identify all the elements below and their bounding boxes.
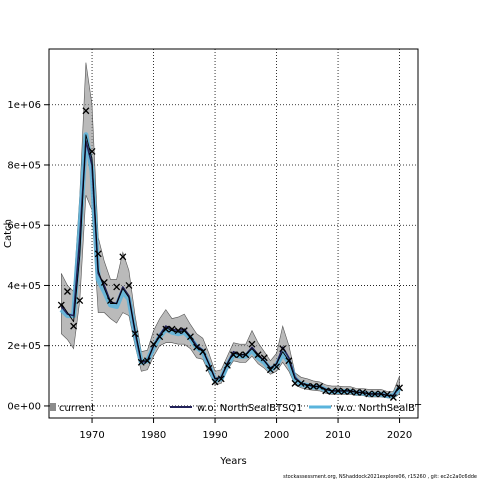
observed-point	[353, 388, 360, 396]
grid-lines	[49, 49, 418, 418]
observed-point	[236, 351, 244, 359]
observed-point	[113, 283, 121, 291]
band-current	[61, 62, 400, 399]
plot-frame	[48, 48, 419, 419]
observed-point	[57, 301, 65, 309]
observed-point	[328, 388, 336, 395]
x-tick-label: 2020	[387, 430, 412, 441]
y-tick-label: 2e+05	[7, 341, 41, 352]
observed-point	[383, 391, 391, 398]
x-tick-label: 1990	[202, 430, 227, 441]
observed-point	[143, 357, 151, 365]
observed-point	[322, 387, 330, 395]
observed-point	[396, 384, 404, 392]
y-tick-label: 0e+00	[7, 401, 41, 412]
observed-points	[57, 107, 404, 401]
observed-point	[297, 379, 305, 387]
observed-point	[248, 340, 256, 348]
y-tick-label: 4e+05	[7, 281, 41, 292]
observed-point	[168, 325, 176, 333]
observed-point	[377, 390, 385, 398]
observed-point	[63, 288, 71, 295]
observed-point	[266, 366, 274, 374]
observed-point	[291, 379, 299, 387]
y-tick-label: 8e+05	[7, 160, 41, 171]
observed-point	[279, 345, 287, 353]
observed-point	[223, 361, 231, 369]
observed-point	[217, 375, 225, 383]
observed-point	[94, 250, 102, 258]
observed-point	[199, 348, 207, 356]
observed-point	[242, 351, 250, 359]
x-tick-label: 1980	[141, 430, 166, 441]
observed-point	[205, 364, 213, 372]
legend-label-btsq1: w.o. NorthSealBTSQ1	[197, 403, 303, 414]
observed-point	[131, 330, 139, 338]
x-axis: 1970 1980 1990 2000 2010 2020	[79, 418, 412, 441]
observed-point	[285, 357, 293, 365]
observed-point	[273, 363, 281, 371]
x-tick-label: 2010	[325, 430, 350, 441]
observed-point	[150, 340, 158, 348]
y-axis-title: Catch	[3, 219, 14, 248]
x-tick-label: 2000	[264, 430, 289, 441]
footer-credit: stockassessment.org, NShaddock2021explor…	[283, 474, 477, 480]
legend-label-bt: w.o. NorthSealBT	[336, 403, 422, 414]
observed-point	[137, 358, 145, 366]
observed-point	[340, 388, 348, 395]
observed-point	[211, 378, 219, 386]
observed-point	[230, 351, 237, 359]
x-axis-title: Years	[219, 456, 246, 467]
legend-swatch-current	[50, 403, 56, 411]
observed-point	[100, 278, 108, 286]
observed-point	[119, 253, 127, 261]
observed-point	[70, 322, 78, 330]
observed-point	[371, 390, 379, 398]
observed-point	[76, 297, 84, 304]
observed-point	[303, 382, 311, 390]
confidence-band	[61, 62, 400, 399]
observed-point	[125, 282, 133, 289]
observed-point	[156, 333, 164, 341]
observed-point	[346, 388, 354, 395]
observed-point	[180, 327, 188, 335]
observed-point	[359, 388, 367, 396]
y-axis: 0e+00 2e+05 4e+05 6e+05 8e+05 1e+06	[7, 100, 49, 412]
observed-point	[260, 354, 268, 362]
series-lines	[59, 132, 402, 399]
observed-point	[107, 297, 114, 304]
observed-point	[193, 343, 201, 351]
observed-point	[82, 107, 90, 115]
legend: current w.o. NorthSealBTSQ1 w.o. NorthSeal…	[50, 403, 422, 414]
observed-point	[174, 327, 182, 335]
observed-point	[186, 333, 194, 341]
observed-point	[316, 382, 324, 390]
y-tick-label: 6e+05	[7, 221, 41, 232]
observed-point	[334, 387, 342, 395]
observed-point	[309, 382, 317, 390]
y-tick-label: 1e+06	[7, 100, 41, 111]
observed-point	[389, 394, 397, 401]
observed-point	[254, 351, 262, 359]
x-tick-label: 1970	[79, 430, 104, 441]
observed-point	[365, 390, 373, 398]
observed-point	[162, 325, 170, 333]
legend-label-current: current	[59, 403, 95, 414]
observed-point	[88, 147, 96, 155]
